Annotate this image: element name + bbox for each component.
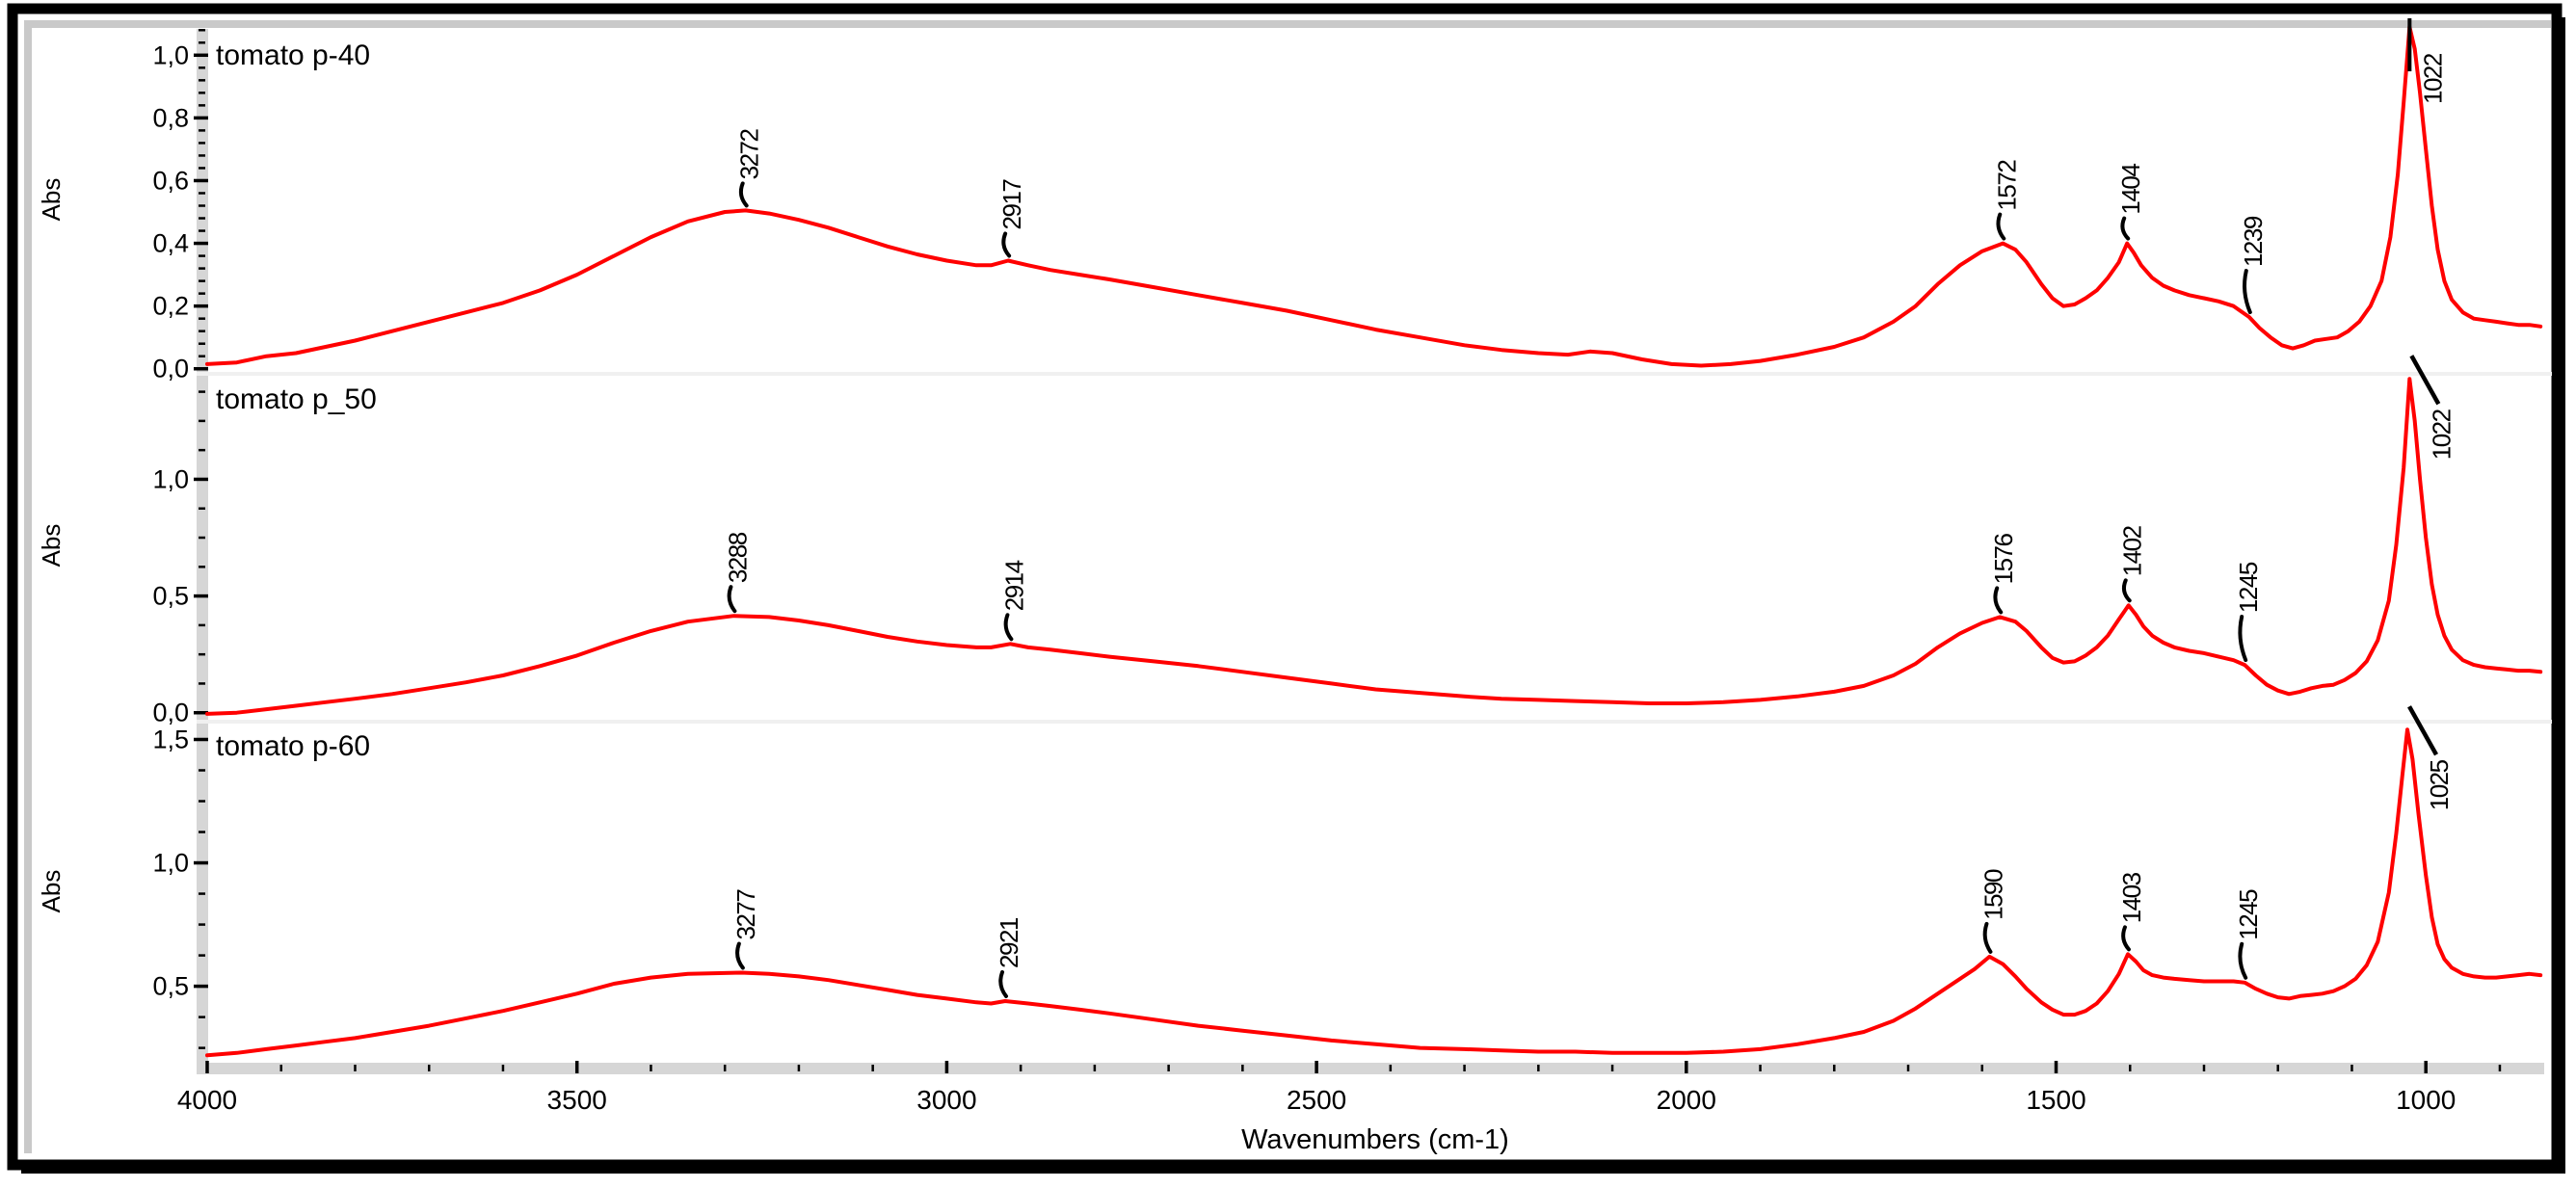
peak-leader — [727, 585, 737, 614]
frame-border — [7, 3, 2563, 1171]
panel-separator — [197, 720, 2552, 724]
peak-leader — [2238, 615, 2248, 663]
peak-label: 1590 — [1978, 869, 2007, 920]
peak-label: 1239 — [2239, 216, 2268, 267]
y-axis-title-3: Abs — [37, 870, 66, 913]
y-tick-label: 0,5 — [152, 972, 189, 1001]
peak-leader — [2121, 925, 2131, 952]
peak-leader — [2243, 269, 2252, 315]
peak-label: 1245 — [2234, 562, 2263, 613]
panel-title-tomato-p-40: tomato p-40 — [216, 40, 370, 71]
y-tick-label: 0,0 — [152, 699, 189, 727]
y-tick-label: 0,8 — [152, 103, 189, 132]
y-tick-label: 0,5 — [152, 582, 189, 611]
peak-label: 3288 — [723, 532, 752, 583]
y-tick-label: 0,6 — [152, 166, 189, 195]
peak-leader — [2121, 578, 2132, 603]
peak-leader — [1996, 212, 2006, 241]
peak-leader — [2238, 941, 2248, 980]
peak-leader — [1993, 586, 2004, 615]
peak-label: 2921 — [995, 917, 1023, 968]
peak-label: 1404 — [2116, 164, 2145, 215]
peak-label: 2917 — [997, 179, 1026, 230]
peak-leader — [2407, 705, 2438, 756]
bevel-top — [24, 20, 2551, 28]
x-tick-label: 2500 — [1287, 1085, 1346, 1115]
peak-leader — [2409, 355, 2441, 406]
spectrum-line-2 — [205, 377, 2543, 716]
x-tick-label: 1000 — [2396, 1085, 2456, 1115]
y-tick-label: 0,4 — [152, 229, 189, 258]
peak-label: 1576 — [1989, 534, 2018, 585]
peak-label: 2914 — [999, 560, 1028, 611]
peak-label: 1022 — [2418, 53, 2447, 104]
y-tick-label: 1,0 — [152, 464, 189, 493]
y-axis-title-2: Abs — [37, 524, 66, 568]
peak-label: 1572 — [1992, 160, 2021, 211]
peak-leader — [998, 969, 1009, 998]
y-tick-label: 1,0 — [152, 40, 189, 69]
peak-label: 1022 — [2427, 409, 2456, 460]
peak-label: 1245 — [2234, 889, 2263, 940]
peak-leader — [1003, 613, 1014, 642]
y-tick-label: 0,0 — [152, 355, 189, 383]
peak-leader — [738, 181, 749, 208]
peak-label: 3272 — [735, 129, 764, 180]
peak-leader — [735, 941, 745, 970]
spectrum-line-1 — [205, 25, 2543, 368]
y-tick-label: 1,0 — [152, 849, 189, 878]
peak-label: 3277 — [731, 889, 760, 940]
y-axis-band — [197, 29, 208, 1074]
panel-title-tomato-p-50: tomato p_50 — [216, 383, 377, 415]
x-tick-label: 4000 — [177, 1085, 237, 1115]
y-axis-title-1: Abs — [37, 178, 66, 222]
peak-label: 1402 — [2118, 525, 2147, 576]
panel-title-tomato-p-60: tomato p-60 — [216, 730, 370, 762]
bevel-left — [24, 20, 32, 1153]
peak-leader — [1982, 921, 1993, 954]
y-tick-label: 1,5 — [152, 725, 189, 753]
x-tick-label: 3000 — [916, 1085, 976, 1115]
y-tick-label: 0,2 — [152, 292, 189, 321]
peak-label: 1025 — [2425, 759, 2454, 810]
peak-leader — [1001, 231, 1012, 258]
panel-separator — [197, 372, 2552, 376]
spectrum-line-3 — [205, 727, 2543, 1058]
x-axis-title: Wavenumbers (cm-1) — [1241, 1124, 1509, 1155]
x-tick-label: 2000 — [1657, 1085, 1716, 1115]
peak-label: 1403 — [2117, 872, 2146, 923]
x-axis-band — [197, 1063, 2544, 1074]
peak-leader — [2120, 216, 2131, 241]
x-tick-label: 3500 — [547, 1085, 607, 1115]
x-tick-label: 1500 — [2026, 1085, 2085, 1115]
